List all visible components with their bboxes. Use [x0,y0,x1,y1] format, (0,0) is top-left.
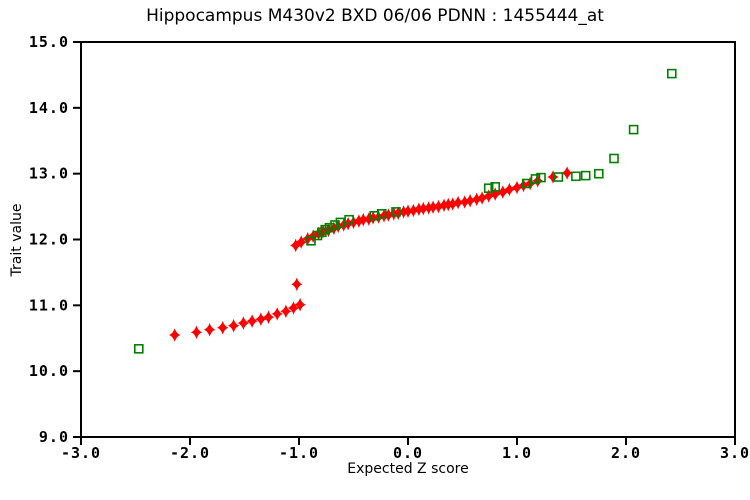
data-point-red-diamond [262,310,275,324]
data-point-red-diamond [442,197,454,212]
y-tick-label: 10.0 [29,362,69,380]
data-point-red-diamond [291,277,303,292]
y-tick-label: 14.0 [29,99,69,117]
data-point-red-diamond [295,235,307,249]
data-point-red-diamond [357,212,369,227]
data-point-red-diamond [561,166,573,180]
data-point-red-diamond [464,193,476,208]
data-point-red-diamond [432,199,445,214]
data-point-red-diamond [169,328,181,342]
y-axis-label: Trait value [9,203,25,277]
data-point-red-diamond [367,211,379,225]
data-point-red-diamond [503,182,515,197]
data-point-red-diamond [378,209,390,223]
data-point-red-diamond [280,304,292,319]
data-point-green-square [553,172,564,182]
data-point-red-diamond [204,322,216,337]
data-point-red-diamond [237,316,249,330]
data-point-red-diamond [489,187,501,201]
data-point-green-square [134,343,144,354]
data-point-red-diamond [363,212,375,226]
data-point-red-diamond [382,208,394,222]
data-point-green-square [666,68,677,79]
x-tick-label: 3.0 [720,444,750,462]
data-point-red-diamond [447,197,459,211]
x-tick-label: -3.0 [61,444,101,462]
data-point-red-diamond [392,206,404,220]
x-axis-label: Expected Z score [347,461,469,477]
data-point-red-diamond [246,314,258,328]
data-point-green-square [376,209,387,219]
axis-ticks [73,41,736,445]
data-point-green-square [391,207,401,217]
data-point-red-diamond [255,312,267,326]
plot-border [80,41,736,438]
data-point-green-square [571,171,581,182]
data-point-red-diamond [438,198,450,213]
data-point-red-diamond [271,307,283,321]
axis-tick-labels: -3.0 -2.0 -1.0 0.0 1.0 2.0 3.0 9.0 10.0 11.0 12.0 1… [29,33,750,462]
data-point-green-square [483,183,494,193]
data-point-green-square [306,236,316,246]
data-point-red-diamond [476,191,488,205]
data-point-red-diamond [459,195,471,209]
x-tick-label: 1.0 [502,444,532,462]
chart-title: Hippocampus M430v2 BXD 06/06 PDNN : 1455… [146,6,604,26]
y-tick-label: 15.0 [29,33,69,51]
x-tick-label: 0.0 [393,444,423,462]
data-point-red-diamond [402,204,414,218]
data-point-red-diamond [452,195,464,210]
data-point-red-diamond [290,238,302,253]
red-diamond-series [169,166,573,342]
data-point-red-diamond [471,192,483,207]
data-point-red-diamond [287,301,300,315]
data-point-green-square [344,214,354,225]
data-point-red-diamond [388,207,400,221]
data-point-green-square [536,172,546,183]
y-tick-label: 12.0 [29,231,69,249]
data-point-red-diamond [398,205,410,219]
data-point-red-diamond [413,202,425,216]
data-point-red-diamond [190,325,203,340]
data-point-red-diamond [353,214,365,228]
data-point-red-diamond [217,320,229,335]
data-point-green-square [609,153,619,164]
data-point-red-diamond [547,170,559,184]
data-point-green-square [628,124,639,135]
green-square-series [134,68,677,354]
x-tick-label: 2.0 [611,444,641,462]
data-point-red-diamond [228,318,240,333]
data-point-green-square [593,168,604,179]
data-point-red-diamond [317,224,329,239]
y-tick-label: 11.0 [29,296,69,314]
data-point-green-square [330,220,340,230]
data-point-red-diamond [322,223,334,238]
data-point-red-diamond [417,201,429,216]
data-point-red-diamond [427,200,439,214]
data-point-red-diamond [511,180,523,195]
y-tick-label: 9.0 [39,428,69,446]
data-point-green-square [530,174,541,184]
data-point-red-diamond [407,203,419,218]
data-point-green-square [580,170,591,181]
data-point-red-diamond [497,185,509,199]
data-point-green-square [490,182,501,192]
y-tick-label: 13.0 [29,165,69,183]
x-tick-label: -2.0 [170,444,210,462]
data-point-red-diamond [423,201,435,215]
data-point-green-square [324,222,335,233]
x-tick-label: -1.0 [279,444,319,462]
data-point-red-diamond [483,189,495,203]
data-point-red-diamond [294,297,306,312]
